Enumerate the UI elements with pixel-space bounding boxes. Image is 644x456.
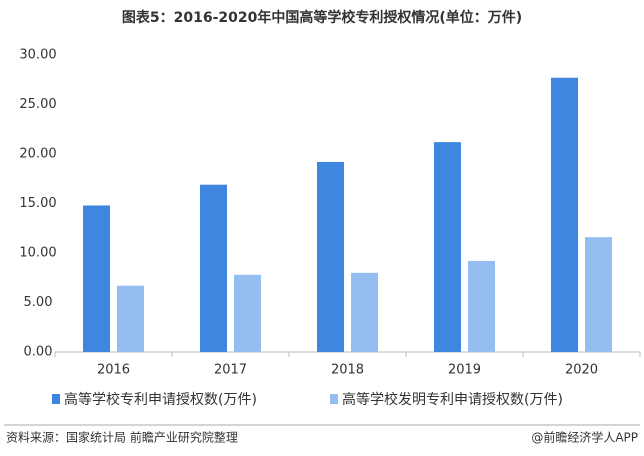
y-tick-label: 5.00 [24,295,53,310]
bar [351,272,378,352]
bar [200,184,227,352]
x-tick-label: 2018 [331,363,364,378]
y-tick-label: 15.00 [19,196,56,211]
bar [585,237,612,352]
legend-swatch [330,394,338,404]
x-tick-label: 2016 [97,363,130,378]
y-tick-label: 0.00 [24,345,53,360]
bar [317,161,344,352]
y-tick-label: 30.00 [19,48,56,63]
bar [83,205,110,352]
source: 资料来源：国家统计局 前瞻产业研究院整理 [6,430,238,445]
legend-swatch [52,394,60,404]
y-tick-label: 10.00 [19,246,56,261]
credit: @前瞻经济学人APP [531,430,638,445]
bar [434,142,461,352]
y-tick-label: 20.00 [19,147,56,162]
x-tick-label: 2017 [214,363,247,378]
legend-label: 高等学校发明专利申请授权数(万件) [342,391,563,408]
y-tick-label: 25.00 [19,97,56,112]
bar [551,77,578,353]
x-tick-label: 2019 [448,363,481,378]
bar [468,260,495,352]
x-tick-label: 2020 [565,363,598,378]
legend-label: 高等学校专利申请授权数(万件) [64,391,257,408]
chart-title: 图表5：2016-2020年中国高等学校专利授权情况(单位：万件) [122,9,522,26]
bar [234,274,261,352]
bar [117,285,144,352]
